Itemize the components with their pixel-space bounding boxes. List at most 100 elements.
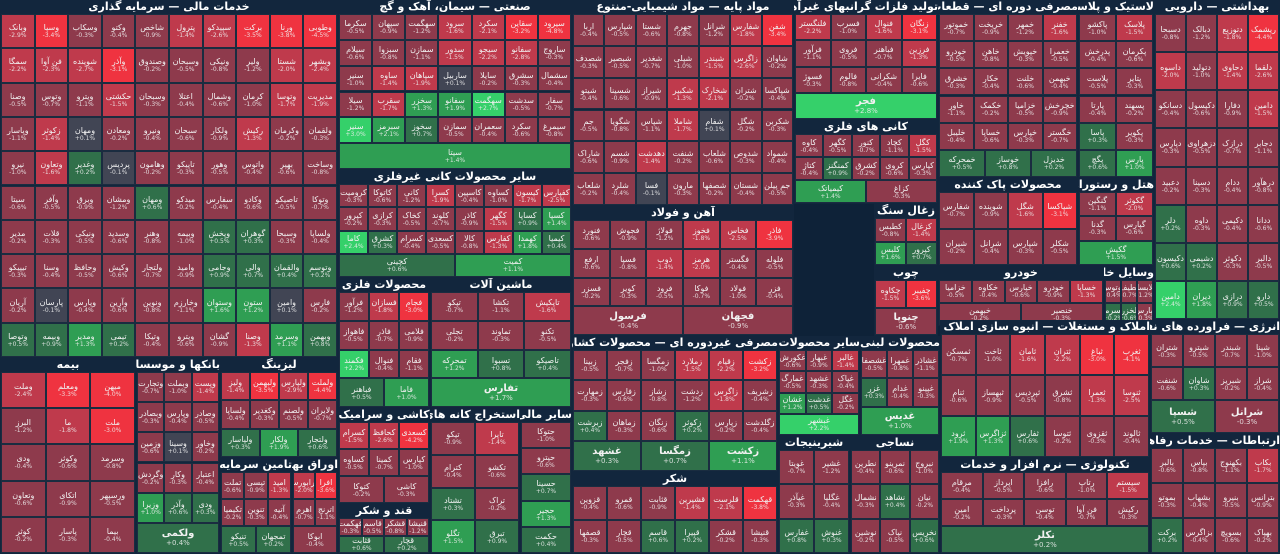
- treemap-tile[interactable]: زکشت -3.2%: [743, 350, 777, 381]
- treemap-tile[interactable]: دسبحا -0.8%: [1155, 14, 1186, 53]
- treemap-tile[interactable]: شتران -0.2%: [730, 77, 762, 110]
- treemap-tile[interactable]: پدرخش -0.4%: [1079, 41, 1116, 69]
- treemap-tile[interactable]: ولساپا -0.4%: [303, 219, 337, 255]
- treemap-tile[interactable]: قشکر -0.8%: [384, 518, 407, 536]
- treemap-tile[interactable]: دحاوی -1.4%: [1217, 52, 1248, 91]
- treemap-tile[interactable]: ونیرو -0.4%: [135, 116, 169, 152]
- treemap-tile[interactable]: سبحان -0.6%: [169, 116, 203, 152]
- treemap-tile[interactable]: خمهر -1.2%: [1008, 14, 1043, 42]
- treemap-tile[interactable]: قشیرین -1.4%: [675, 486, 709, 520]
- treemap-tile[interactable]: کمیت +1.1%: [455, 253, 571, 277]
- treemap-tile[interactable]: قهکمت -3.8%: [743, 486, 777, 520]
- treemap-tile[interactable]: شرانل -0.4%: [973, 228, 1008, 265]
- treemap-tile[interactable]: غدام -0.4%: [887, 378, 913, 407]
- treemap-tile[interactable]: دزهراوی -0.5%: [1186, 128, 1217, 167]
- treemap-tile[interactable]: کترام -0.4%: [431, 454, 475, 488]
- treemap-tile[interactable]: برکت +0.2%: [1151, 518, 1183, 553]
- treemap-tile[interactable]: دسینا -0.3%: [1186, 166, 1217, 205]
- treemap-tile[interactable]: سرود -1.6%: [438, 14, 472, 40]
- treemap-tile[interactable]: شخارک -2.1%: [698, 77, 731, 110]
- treemap-tile[interactable]: البرز -1.2%: [1, 408, 46, 445]
- treemap-tile[interactable]: وبرق -0.9%: [68, 185, 102, 220]
- treemap-tile[interactable]: وخارزم -1.1%: [169, 288, 203, 323]
- treemap-tile[interactable]: بنیرو -0.5%: [1215, 483, 1247, 518]
- treemap-tile[interactable]: زماهان -0.3%: [607, 410, 641, 441]
- treemap-tile[interactable]: وامید -0.9%: [169, 254, 203, 289]
- treemap-tile[interactable]: پلاسک -1.5%: [1116, 14, 1153, 42]
- treemap-tile[interactable]: ولتجار +0.6%: [298, 428, 337, 457]
- treemap-tile[interactable]: فرسول -0.4%: [573, 306, 683, 335]
- treemap-tile[interactable]: رکیش -0.3%: [1107, 499, 1149, 526]
- treemap-tile[interactable]: وزیرا +1.0%: [137, 492, 165, 523]
- treemap-tile[interactable]: وکار -0.3%: [164, 462, 192, 493]
- treemap-tile[interactable]: کپارس -0.3%: [908, 157, 937, 180]
- treemap-tile[interactable]: پگچ +0.6%: [1079, 149, 1116, 177]
- treemap-tile[interactable]: تپکو -0.7%: [431, 292, 478, 321]
- treemap-tile[interactable]: فرزین -1.3%: [901, 40, 937, 67]
- treemap-tile[interactable]: فاهواز -0.5%: [339, 320, 369, 350]
- treemap-tile[interactable]: شلعاب -0.2%: [573, 173, 605, 205]
- treemap-tile[interactable]: ومهان +0.6%: [135, 185, 169, 220]
- treemap-tile[interactable]: خپارس -0.6%: [1004, 280, 1038, 303]
- treemap-tile[interactable]: سیلا -1.2%: [339, 91, 373, 118]
- treemap-tile[interactable]: شاوان +0.3%: [1183, 367, 1215, 400]
- treemap-tile[interactable]: کاتوکا -0.6%: [368, 184, 397, 208]
- treemap-tile[interactable]: شبندر -1.5%: [698, 45, 731, 78]
- treemap-tile[interactable]: ومدیر +1.3%: [68, 322, 102, 357]
- treemap-tile[interactable]: دارو +0.5%: [1248, 280, 1279, 319]
- treemap-tile[interactable]: فلنگستر -2.2%: [795, 14, 831, 41]
- treemap-tile[interactable]: دکیمی -0.4%: [1217, 204, 1248, 243]
- treemap-tile[interactable]: قلات -0.3%: [34, 219, 69, 255]
- treemap-tile[interactable]: ثمسکن -0.7%: [941, 334, 976, 375]
- treemap-tile[interactable]: شبندر -0.7%: [1215, 334, 1247, 367]
- treemap-tile[interactable]: سهگمت +2.7%: [471, 91, 505, 118]
- treemap-tile[interactable]: مدیریت -1.9%: [303, 82, 337, 117]
- treemap-tile[interactable]: کگهر -1.5%: [484, 207, 513, 231]
- treemap-tile[interactable]: خچرخش -0.9%: [1042, 95, 1077, 123]
- treemap-tile[interactable]: وسبحان -0.5%: [169, 48, 203, 83]
- treemap-tile[interactable]: غشهد -0.3%: [805, 371, 833, 393]
- treemap-tile[interactable]: فگستر -0.4%: [719, 248, 757, 278]
- treemap-tile[interactable]: زگلدشت -0.4%: [743, 410, 777, 441]
- treemap-tile[interactable]: درازی +0.9%: [1217, 280, 1248, 319]
- treemap-tile[interactable]: فرآور -1.1%: [795, 40, 831, 67]
- treemap-tile[interactable]: شنفت -0.6%: [1151, 367, 1183, 400]
- treemap-tile[interactable]: سهگمت -1.2%: [405, 14, 439, 40]
- treemap-tile[interactable]: کرازی -0.3%: [368, 207, 397, 231]
- treemap-tile[interactable]: ولپارس -2.9%: [279, 372, 308, 401]
- treemap-tile[interactable]: خوساز +0.8%: [985, 149, 1031, 177]
- treemap-tile[interactable]: فسزر -0.2%: [573, 277, 610, 307]
- treemap-tile[interactable]: خموتور -0.7%: [939, 14, 974, 42]
- treemap-tile[interactable]: وسرمد -0.8%: [90, 444, 135, 481]
- treemap-tile[interactable]: گنگین -1.1%: [1079, 192, 1116, 217]
- treemap-tile[interactable]: کتاژ -0.4%: [795, 157, 824, 180]
- treemap-tile[interactable]: قزوین -0.4%: [573, 486, 607, 520]
- treemap-tile[interactable]: زشریف -0.4%: [743, 380, 777, 411]
- treemap-tile[interactable]: کاسپین -0.4%: [455, 184, 484, 208]
- treemap-tile[interactable]: سدشت -0.5%: [504, 91, 538, 118]
- treemap-tile[interactable]: چفیبر -3.6%: [906, 280, 937, 308]
- treemap-tile[interactable]: فن آوا -2.3%: [34, 48, 69, 83]
- treemap-tile[interactable]: غشهد +0.3%: [573, 440, 641, 471]
- treemap-tile[interactable]: فولاژ -1.2%: [646, 220, 683, 249]
- treemap-tile[interactable]: تکشو -0.6%: [475, 454, 519, 488]
- treemap-tile[interactable]: شدوص -0.3%: [730, 141, 762, 174]
- treemap-tile[interactable]: داسوه -2.0%: [1155, 52, 1186, 91]
- treemap-tile[interactable]: نوشین -0.2%: [851, 518, 881, 553]
- treemap-tile[interactable]: ثقزوی -0.3%: [1079, 416, 1115, 457]
- treemap-tile[interactable]: خزامیا -0.5%: [939, 280, 972, 303]
- treemap-tile[interactable]: غالبر -1.4%: [832, 350, 859, 372]
- treemap-tile[interactable]: خمحرکه +0.5%: [939, 149, 985, 177]
- treemap-tile[interactable]: شاوان -0.2%: [761, 45, 793, 78]
- treemap-tile[interactable]: زمهارت -0.3%: [573, 380, 607, 411]
- treemap-tile[interactable]: کیمیاتک +1.4%: [795, 180, 866, 203]
- treemap-tile[interactable]: امید -1.3%: [267, 472, 291, 499]
- treemap-tile[interactable]: وگردش -0.2%: [137, 462, 165, 493]
- treemap-tile[interactable]: ونیکی -0.8%: [202, 48, 237, 83]
- treemap-tile[interactable]: فنوال -0.4%: [369, 349, 399, 379]
- treemap-tile[interactable]: تکیمیا -0.2%: [221, 499, 245, 526]
- treemap-tile[interactable]: وسینا +0.1%: [164, 432, 192, 463]
- treemap-tile[interactable]: کرومیت -0.3%: [339, 184, 368, 208]
- treemap-tile[interactable]: شلرد -0.4%: [604, 173, 636, 205]
- treemap-tile[interactable]: کپارس -1.0%: [399, 449, 429, 476]
